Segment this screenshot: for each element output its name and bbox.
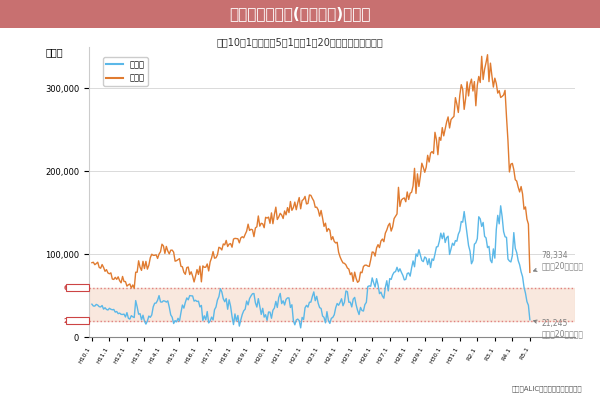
Text: 21,245
（１月20日時点）: 21,245 （１月20日時点） [534, 319, 584, 338]
Text: 78,334
（１月20日時点）: 78,334 （１月20日時点） [533, 251, 584, 271]
FancyBboxPatch shape [65, 284, 89, 291]
Bar [89, 288, 575, 321]
Text: 20,000: 20,000 [64, 318, 91, 324]
Legend: 乳用種, 交雑種: 乳用種, 交雑種 [103, 57, 148, 86]
Text: ヌレ子取引価格(全国平均)の推移: ヌレ子取引価格(全国平均)の推移 [229, 6, 371, 22]
Text: 出典：ALIC「肉用子牛取引情報」: 出典：ALIC「肉用子牛取引情報」 [511, 385, 582, 392]
FancyBboxPatch shape [65, 318, 89, 324]
Text: （円）: （円） [45, 47, 63, 57]
Text: 平成10年1月～令和5年1月（1月20日時点）までの推移: 平成10年1月～令和5年1月（1月20日時点）までの推移 [217, 37, 383, 47]
Text: 60,000: 60,000 [64, 284, 91, 290]
